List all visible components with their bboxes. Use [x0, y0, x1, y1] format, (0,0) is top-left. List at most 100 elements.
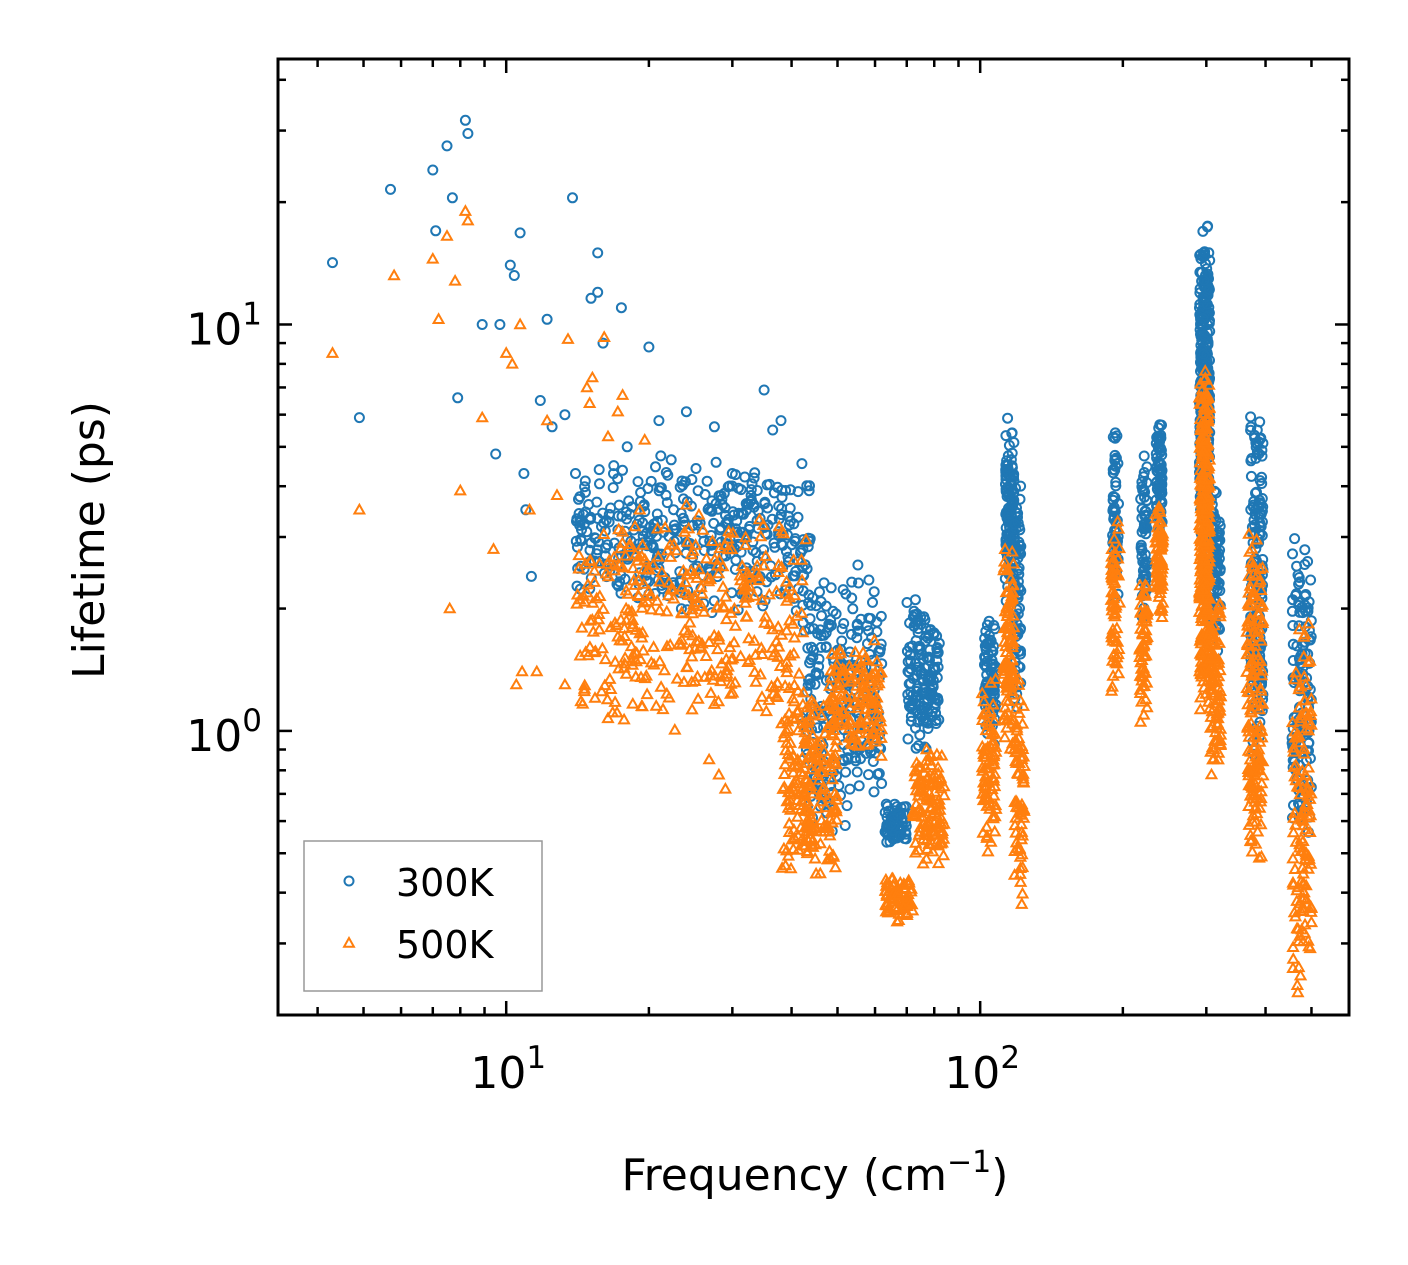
data-point: [691, 692, 705, 704]
data-point: [798, 838, 812, 851]
data-point: [757, 600, 769, 612]
data-point: [1197, 312, 1209, 324]
data-point: [1154, 489, 1166, 501]
data-point: [708, 552, 722, 565]
data-point: [777, 726, 792, 739]
data-point: [1293, 572, 1305, 583]
data-point: [1207, 733, 1222, 746]
data-point: [1302, 556, 1314, 567]
data-point: [583, 640, 597, 652]
data-point: [653, 415, 665, 427]
data-point: [874, 748, 888, 761]
data-point: [1156, 533, 1170, 545]
data-point: [587, 575, 602, 587]
data-point: [871, 707, 885, 719]
data-point: [806, 728, 820, 741]
data-point: [605, 705, 620, 718]
data-point: [847, 603, 859, 615]
data-point: [1010, 506, 1022, 518]
data-point: [804, 779, 818, 791]
data-point: [689, 634, 703, 647]
legend-box: [303, 840, 543, 992]
data-point: [769, 584, 784, 597]
data-point: [1194, 648, 1209, 661]
data-point: [869, 732, 883, 744]
data-point: [861, 726, 875, 738]
data-point: [1013, 693, 1028, 706]
data-point: [675, 603, 687, 615]
data-point: [890, 914, 904, 927]
data-point: [1010, 766, 1025, 779]
data-point: [1292, 622, 1307, 635]
data-point: [712, 767, 726, 780]
data-point: [894, 830, 906, 842]
data-point: [1250, 824, 1265, 837]
data-point: [585, 596, 600, 608]
data-point: [1140, 528, 1152, 540]
data-point: [727, 635, 741, 648]
data-point: [910, 635, 922, 647]
data-point: [441, 140, 453, 152]
data-point: [685, 649, 699, 662]
data-point: [1206, 627, 1220, 640]
data-point: [937, 779, 951, 792]
data-point: [635, 549, 649, 562]
data-point: [1303, 941, 1317, 954]
data-point: [997, 634, 1012, 647]
data-point: [639, 506, 651, 518]
data-point: [827, 804, 841, 816]
data-point: [738, 595, 753, 608]
data-point: [816, 610, 827, 622]
data-point: [629, 654, 644, 667]
data-point: [834, 687, 848, 700]
data-point: [624, 639, 639, 652]
data-point: [1241, 618, 1255, 631]
data-point: [1287, 806, 1302, 818]
data-point: [985, 737, 1000, 750]
data-point: [1242, 730, 1256, 742]
data-point: [742, 653, 757, 665]
data-point: [1135, 626, 1150, 638]
data-point: [1304, 915, 1319, 928]
data-point: [1107, 607, 1121, 620]
data-point: [670, 671, 684, 684]
data-point: [1195, 567, 1209, 580]
data-point: [780, 545, 792, 557]
data-point: [635, 600, 649, 613]
data-point: [541, 313, 553, 325]
data-point: [797, 543, 809, 555]
data-point: [646, 557, 660, 570]
data-point: [1201, 298, 1213, 310]
data-point: [915, 687, 927, 699]
data-point: [1006, 608, 1020, 621]
data-point: [814, 586, 825, 598]
data-point: [676, 563, 691, 576]
data-point: [1197, 533, 1212, 546]
data-point: [1303, 708, 1318, 720]
data-point: [759, 704, 774, 717]
data-point: [840, 588, 852, 600]
data-point: [732, 482, 744, 494]
data-point: [1134, 694, 1149, 707]
data-point: [1139, 648, 1153, 661]
data-point: [1198, 274, 1210, 286]
data-point: [592, 286, 604, 298]
data-point: [916, 856, 930, 869]
data-point: [1294, 874, 1308, 887]
data-point: [602, 553, 616, 566]
data-point: [713, 541, 727, 554]
data-point: [1287, 760, 1301, 772]
data-point: [695, 586, 709, 599]
data-point: [1193, 544, 1208, 556]
data-point: [812, 722, 824, 734]
data-point: [850, 667, 864, 680]
data-point: [812, 628, 824, 640]
data-point: [901, 597, 913, 608]
data-point: [909, 797, 923, 809]
data-point: [1112, 642, 1126, 654]
data-point: [1005, 454, 1017, 466]
data-point: [783, 793, 797, 805]
data-point: [1013, 850, 1028, 862]
data-point: [814, 794, 829, 807]
data-point: [1010, 482, 1021, 494]
